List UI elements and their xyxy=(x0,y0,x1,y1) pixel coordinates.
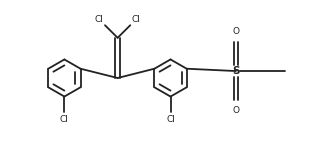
Text: Cl: Cl xyxy=(60,115,69,124)
Text: O: O xyxy=(232,27,239,36)
Text: Cl: Cl xyxy=(94,15,103,24)
Text: Cl: Cl xyxy=(132,15,141,24)
Text: Cl: Cl xyxy=(166,115,175,124)
Text: S: S xyxy=(232,66,240,76)
Text: O: O xyxy=(232,106,239,115)
